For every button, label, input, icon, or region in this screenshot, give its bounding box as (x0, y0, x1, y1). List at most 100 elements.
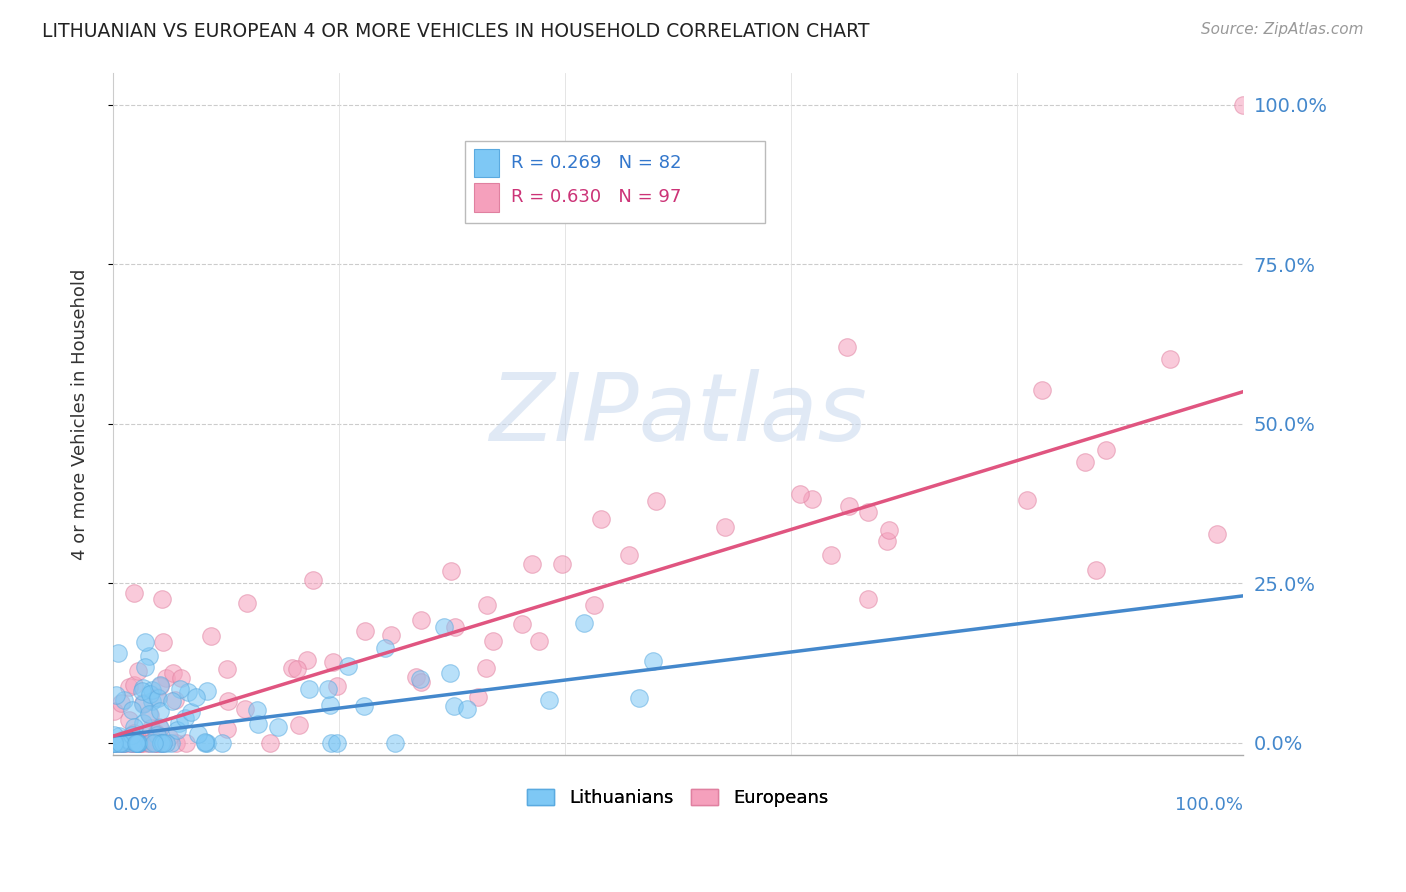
Point (112, 732, 135, 747)
Point (146, 729, 169, 743)
Point (110, 736, 132, 750)
Point (195, 683, 218, 698)
Point (162, 666, 184, 681)
Point (107, 736, 129, 750)
Text: R = 0.269   N = 82: R = 0.269 N = 82 (510, 154, 681, 172)
Point (285, 662, 308, 676)
Point (150, 736, 173, 750)
Point (145, 725, 167, 739)
Point (411, 675, 433, 690)
Point (194, 736, 217, 750)
Point (174, 711, 197, 725)
FancyBboxPatch shape (474, 149, 499, 178)
Point (120, 736, 142, 750)
Point (139, 687, 162, 701)
Point (132, 716, 155, 731)
Point (1017, 493, 1039, 508)
Point (149, 679, 172, 693)
Point (467, 690, 489, 704)
FancyBboxPatch shape (474, 183, 499, 211)
Point (456, 701, 478, 715)
Point (143, 736, 166, 750)
Point (439, 666, 461, 681)
Point (217, 723, 239, 737)
Point (149, 704, 172, 718)
FancyBboxPatch shape (465, 141, 765, 223)
Point (138, 736, 160, 750)
Point (145, 690, 167, 705)
Point (789, 487, 811, 501)
Point (475, 598, 498, 612)
Point (118, 680, 141, 694)
Point (132, 681, 155, 695)
Point (121, 736, 143, 750)
Point (112, 692, 135, 706)
Point (591, 512, 613, 526)
Text: ZIPatlas: ZIPatlas (489, 368, 866, 459)
Point (152, 736, 174, 750)
Point (380, 628, 402, 642)
Point (103, 736, 125, 750)
Point (166, 723, 188, 737)
Point (107, 646, 129, 660)
Point (103, 736, 125, 750)
Point (152, 736, 174, 750)
Point (194, 735, 217, 749)
Point (321, 736, 343, 750)
Point (211, 736, 233, 750)
Point (572, 615, 595, 630)
Point (411, 613, 433, 627)
Point (118, 713, 141, 727)
Point (101, 736, 124, 750)
Point (195, 736, 218, 750)
Point (628, 690, 651, 705)
Point (1159, 352, 1181, 367)
Point (433, 620, 456, 634)
Point (326, 679, 349, 693)
Point (129, 736, 152, 750)
Point (152, 634, 174, 648)
Point (150, 736, 173, 750)
Point (127, 736, 149, 750)
Point (103, 704, 125, 718)
Point (1232, 98, 1254, 112)
Point (186, 690, 208, 704)
Point (138, 649, 160, 664)
Text: LITHUANIAN VS EUROPEAN 4 OR MORE VEHICLES IN HOUSEHOLD CORRELATION CHART: LITHUANIAN VS EUROPEAN 4 OR MORE VEHICLE… (42, 22, 870, 41)
Point (837, 340, 859, 354)
Point (129, 736, 152, 750)
Point (105, 736, 128, 750)
Point (405, 670, 427, 684)
Point (117, 736, 139, 750)
Point (138, 708, 160, 723)
Point (124, 736, 146, 750)
Point (127, 664, 149, 678)
Point (103, 736, 125, 750)
Point (354, 624, 377, 638)
Point (316, 681, 339, 696)
Point (107, 730, 129, 744)
Point (838, 499, 860, 513)
Point (820, 548, 842, 562)
Point (125, 736, 148, 750)
Point (877, 523, 900, 537)
Point (131, 736, 153, 750)
Point (267, 720, 290, 734)
Point (187, 727, 209, 741)
Y-axis label: 4 or more Vehicles in Household: 4 or more Vehicles in Household (72, 268, 89, 560)
Point (114, 736, 136, 750)
Point (302, 573, 325, 587)
Point (876, 533, 898, 548)
Point (583, 599, 606, 613)
Text: 100.0%: 100.0% (1174, 797, 1243, 814)
Point (122, 677, 145, 691)
Point (112, 736, 135, 750)
Point (141, 682, 163, 697)
Point (856, 592, 879, 607)
Point (125, 736, 148, 750)
Point (139, 736, 162, 750)
Legend: Lithuanians, Europeans: Lithuanians, Europeans (520, 782, 835, 814)
Point (856, 505, 879, 519)
Point (143, 736, 166, 750)
Point (132, 696, 155, 710)
